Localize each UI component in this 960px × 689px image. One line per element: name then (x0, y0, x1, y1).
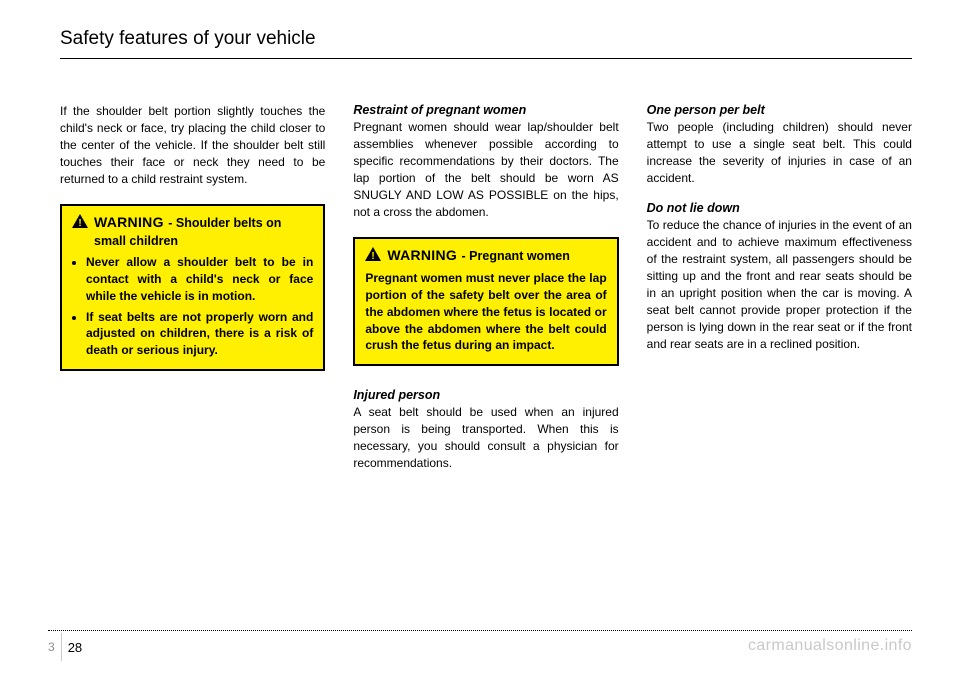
warning-body: Pregnant women must never place the lap … (365, 270, 606, 354)
warning-triangle-icon: ! (72, 214, 88, 233)
warning-bullet: If seat belts are not properly worn and … (86, 309, 313, 359)
column-2: Restraint of pregnant women Pregnant wom… (353, 103, 618, 472)
warning-bullet: Never allow a shoulder belt to be in con… (86, 254, 313, 304)
sub-heading: Do not lie down (647, 201, 912, 215)
manual-page: Safety features of your vehicle If the s… (0, 0, 960, 689)
warning-subtitle: - Pregnant women (462, 249, 570, 263)
body-paragraph: If the shoulder belt portion slightly to… (60, 103, 325, 188)
sub-heading: One person per belt (647, 103, 912, 117)
warning-triangle-icon: ! (365, 247, 381, 266)
warning-title-row: ! WARNING - Shoulder belts on small chil… (72, 214, 313, 250)
page-header: Safety features of your vehicle (60, 28, 912, 56)
body-paragraph: Two people (including children) should n… (647, 119, 912, 187)
body-paragraph: A seat belt should be used when an injur… (353, 404, 618, 472)
section-number: 3 (48, 640, 55, 654)
column-1: If the shoulder belt portion slightly to… (60, 103, 325, 472)
warning-shoulder-belts: ! WARNING - Shoulder belts on small chil… (60, 204, 325, 371)
footer-dotted-rule (48, 630, 912, 631)
warning-title: WARNING (387, 247, 457, 263)
body-paragraph: Pregnant women should wear lap/shoulder … (353, 119, 618, 221)
content-columns: If the shoulder belt portion slightly to… (60, 103, 912, 472)
warning-title-row: ! WARNING - Pregnant women (365, 247, 606, 266)
column-3: One person per belt Two people (includin… (647, 103, 912, 472)
sub-heading: Injured person (353, 388, 618, 402)
header-rule (60, 58, 912, 59)
sub-heading: Restraint of pregnant women (353, 103, 618, 117)
warning-pregnant-women: ! WARNING - Pregnant women Pregnant wome… (353, 237, 618, 366)
svg-text:!: ! (372, 251, 375, 261)
svg-text:!: ! (78, 218, 81, 228)
warning-body: Never allow a shoulder belt to be in con… (72, 254, 313, 359)
warning-title-text: WARNING - Shoulder belts on small childr… (94, 214, 313, 250)
body-paragraph: To reduce the chance of injuries in the … (647, 217, 912, 353)
page-number-separator (61, 633, 62, 661)
watermark-text: carmanualsonline.info (748, 637, 912, 655)
page-number: 28 (68, 640, 82, 655)
warning-title-text: WARNING - Pregnant women (387, 247, 570, 265)
warning-title: WARNING (94, 214, 164, 230)
